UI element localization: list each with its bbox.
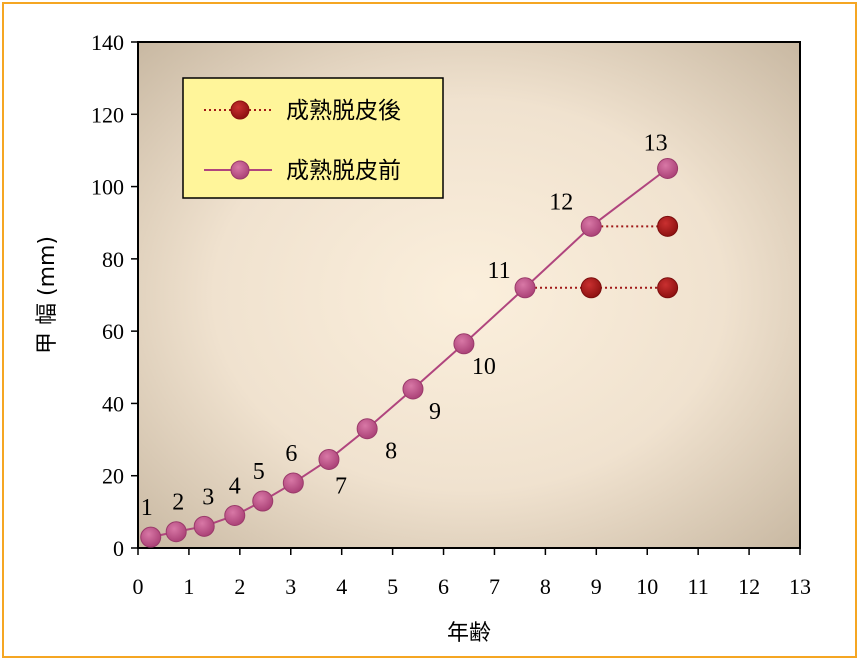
point-number-label: 9: [429, 399, 441, 425]
pre-molt-point: [453, 333, 475, 355]
x-axis-title: 年齢: [447, 621, 491, 646]
point-number-label: 2: [172, 490, 184, 516]
x-tick-label: 13: [789, 574, 811, 599]
point-number-label: 13: [644, 131, 668, 157]
pre-molt-point: [165, 521, 187, 543]
y-axis: 0 20 40 60 80 100 120 140: [91, 30, 138, 561]
pre-molt-point: [224, 504, 246, 526]
point-number-label: 10: [472, 354, 496, 380]
y-tick-label: 20: [102, 464, 124, 489]
pre-molt-point: [356, 418, 378, 440]
legend-marker-after: [230, 100, 250, 120]
legend-marker-before: [230, 160, 250, 180]
x-tick-label: 12: [738, 574, 760, 599]
x-tick-label: 8: [540, 574, 551, 599]
point-number-label: 12: [549, 189, 573, 215]
point-number-label: 8: [385, 439, 397, 465]
x-tick-label: 2: [234, 574, 245, 599]
pre-molt-point: [657, 158, 679, 179]
point-number-label: 5: [253, 459, 265, 485]
pre-molt-point: [318, 448, 340, 470]
x-tick-label: 7: [489, 574, 500, 599]
legend-label-after: 成熟脱皮後: [286, 98, 401, 124]
x-tick-label: 3: [285, 574, 296, 599]
x-tick-label: 4: [336, 574, 347, 599]
y-axis-title: 甲 幅 (mm): [35, 236, 60, 354]
x-tick-label: 1: [183, 574, 194, 599]
legend-box: [182, 77, 444, 199]
pre-molt-point: [193, 515, 215, 537]
legend-label-before: 成熟脱皮前: [286, 158, 401, 184]
y-tick-label: 60: [102, 319, 124, 344]
pre-molt-point: [140, 526, 162, 548]
pre-molt-point: [580, 215, 602, 237]
x-tick-label: 5: [387, 574, 398, 599]
point-number-label: 6: [285, 441, 297, 467]
y-tick-label: 40: [102, 391, 124, 416]
pre-molt-point: [252, 490, 274, 512]
x-tick-label: 6: [438, 574, 449, 599]
post-molt-point: [580, 277, 602, 299]
point-number-label: 4: [229, 473, 241, 499]
legend: 成熟脱皮後 成熟脱皮前: [182, 77, 444, 199]
post-molt-point: [657, 277, 679, 299]
pre-molt-point: [514, 277, 536, 299]
x-axis: 0 1 2 3 4 5 6 7 8 9 10 11 12 13: [133, 548, 811, 599]
y-tick-label: 80: [102, 247, 124, 272]
series-markers: [140, 158, 679, 548]
y-tick-label: 100: [91, 175, 124, 200]
point-number-label: 3: [202, 484, 214, 510]
y-tick-label: 0: [113, 536, 124, 561]
point-number-label: 11: [487, 258, 510, 284]
x-tick-label: 11: [688, 574, 709, 599]
y-tick-label: 140: [91, 30, 124, 55]
pre-molt-point: [402, 378, 424, 400]
x-tick-label: 10: [636, 574, 658, 599]
pre-molt-point: [282, 472, 304, 494]
x-tick-label: 9: [591, 574, 602, 599]
point-number-label: 7: [335, 473, 347, 499]
post-molt-point: [657, 215, 679, 237]
x-tick-label: 0: [133, 574, 144, 599]
y-tick-label: 120: [91, 102, 124, 127]
point-number-label: 1: [141, 495, 153, 521]
